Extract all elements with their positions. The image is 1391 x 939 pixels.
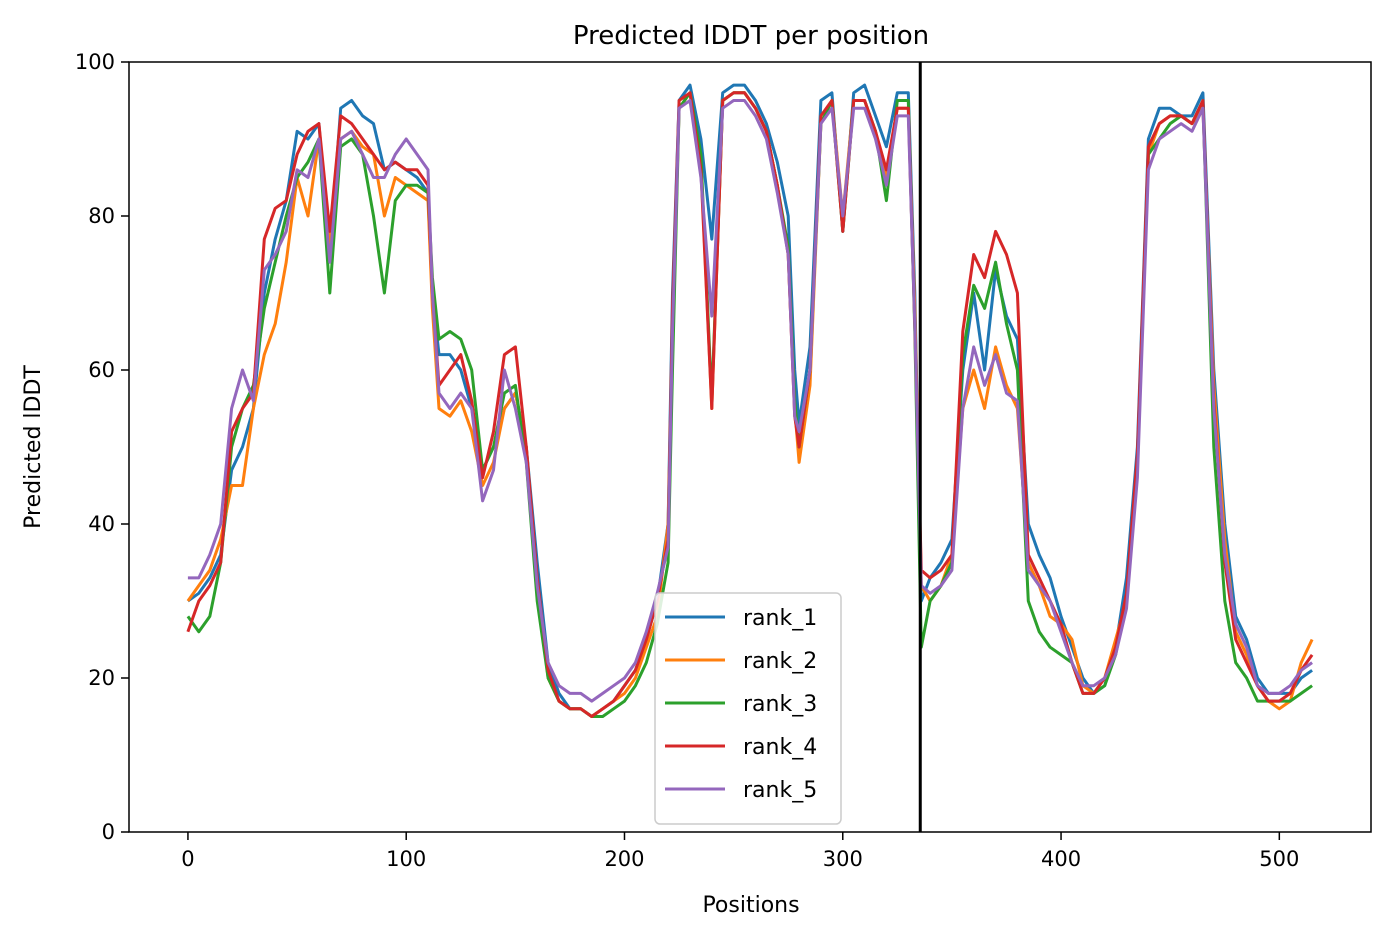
y-axis-label: Predicted lDDT — [21, 365, 46, 529]
legend-label-rank_5: rank_5 — [743, 778, 817, 803]
legend-box — [654, 592, 842, 825]
legend-label-rank_1: rank_1 — [743, 606, 817, 631]
chart-title: Predicted lDDT per position — [573, 21, 929, 51]
legend-label-rank_4: rank_4 — [743, 735, 817, 760]
x-axis: 0 100 200 300 400 500 — [181, 832, 1299, 871]
x-tick-label: 200 — [604, 847, 644, 871]
legend: rank_1 rank_2 rank_3 rank_4 rank_5 — [654, 592, 842, 825]
y-axis: 0 20 40 60 80 100 — [75, 50, 129, 844]
series-line-rank_5 — [187, 99, 1313, 703]
y-tick-label: 60 — [88, 358, 115, 382]
legend-label-rank_3: rank_3 — [743, 692, 817, 717]
x-tick-label: 0 — [181, 847, 194, 871]
y-tick-label: 100 — [75, 50, 115, 74]
series-lines — [186, 83, 1314, 718]
axes-frame — [128, 61, 1372, 833]
y-tick-label: 40 — [88, 512, 115, 536]
y-tick-label: 0 — [102, 820, 115, 844]
y-tick-label: 20 — [88, 666, 115, 690]
x-tick-label: 100 — [386, 847, 426, 871]
x-tick-label: 400 — [1041, 847, 1081, 871]
x-tick-label: 500 — [1259, 847, 1299, 871]
x-tick-label: 300 — [823, 847, 863, 871]
series-line-rank_4 — [186, 91, 1314, 718]
legend-label-rank_2: rank_2 — [743, 649, 817, 674]
x-axis-label: Positions — [702, 893, 799, 918]
y-tick-label: 80 — [88, 204, 115, 228]
